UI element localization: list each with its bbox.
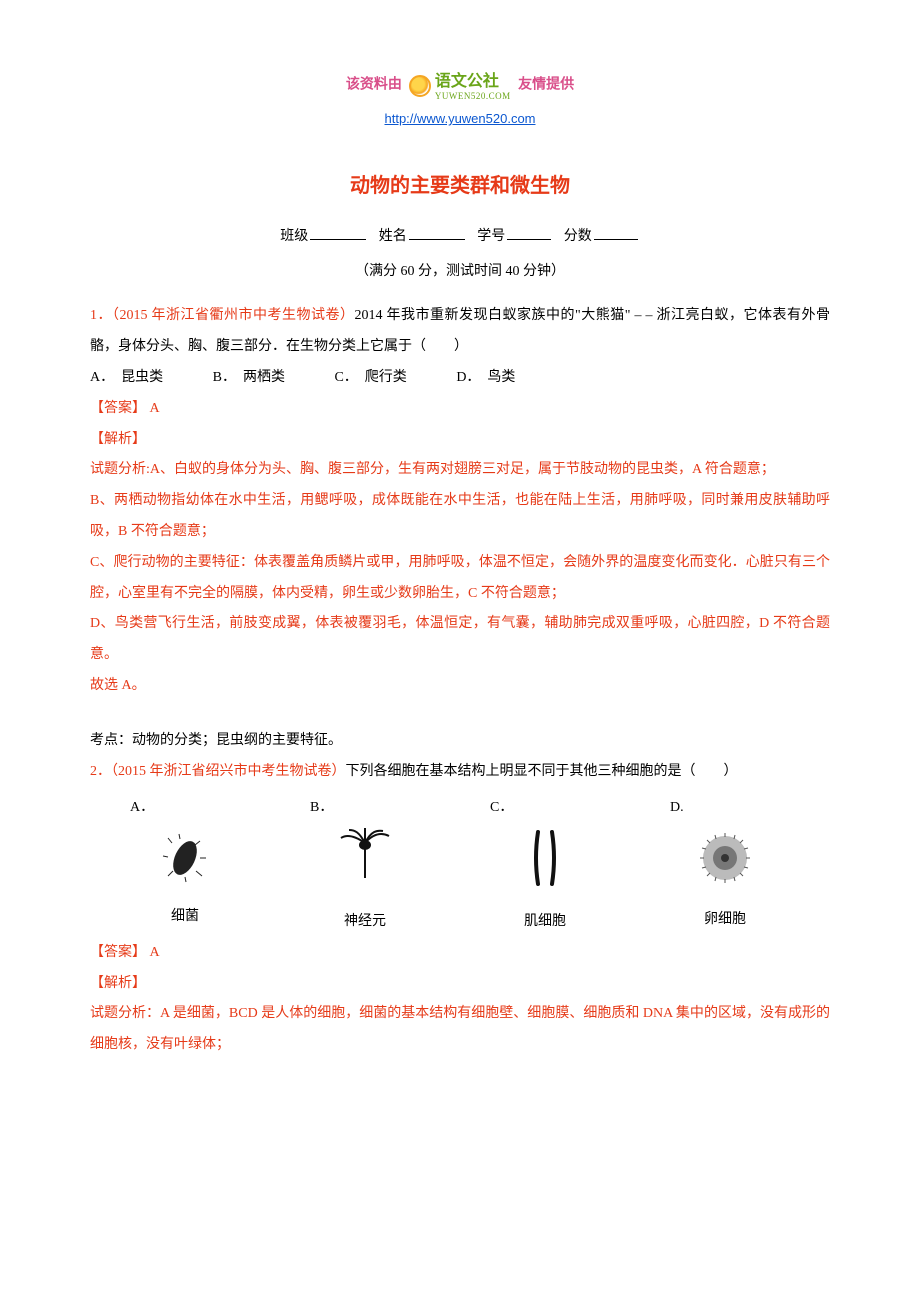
q2-opt-b-label: B． (310, 793, 420, 824)
q1-answer: 【答案】 A (90, 394, 830, 425)
q2-answer: 【答案】 A (90, 938, 830, 969)
header-suffix: 友情提供 (518, 78, 574, 93)
logo-text-cn: 语文公社 (435, 73, 499, 90)
q1-kaodian: 考点：动物的分类；昆虫纲的主要特征。 (90, 726, 830, 757)
document-title: 动物的主要类群和微生物 (90, 164, 830, 208)
q1-option-d: D． 鸟类 (456, 363, 515, 394)
name-label: 姓名 (379, 229, 407, 244)
q1-source: 1．（2015 年浙江省衢州市中考生物试卷） (90, 308, 355, 323)
class-blank (310, 226, 366, 240)
q2-analysis-p1: 试题分析：A 是细菌，BCD 是人体的细胞，细菌的基本结构有细胞壁、细胞膜、细胞… (90, 999, 830, 1061)
logo-text-en: YUWEN520.COM (435, 92, 511, 101)
q2-opt-d-label: D. (670, 793, 780, 824)
q1-analysis-p1: 试题分析:A、白蚁的身体分为头、胸、腹三部分，生有两对翅膀三对足，属于节肢动物的… (90, 455, 830, 486)
logo-text: 语文公社 YUWEN520.COM (435, 70, 511, 101)
q2-opt-a-label: A． (130, 793, 240, 824)
q1-option-a: A． 昆虫类 (90, 363, 163, 394)
q2-source: 2．（2015 年浙江省绍兴市中考生物试卷） (90, 764, 346, 779)
q2-cell-b: B． 神经元 (310, 793, 420, 937)
q2-cap-b: 神经元 (310, 907, 420, 938)
neuron-icon (335, 828, 395, 888)
muscle-cell-icon (515, 828, 575, 888)
header-prefix: 该资料由 (346, 78, 402, 93)
q2-cell-a: A． 细菌 (130, 793, 240, 932)
q1-analysis-p5: 故选 A。 (90, 671, 830, 702)
q2-cap-a: 细菌 (130, 902, 240, 933)
q2-cell-c: C． 肌细胞 (490, 793, 600, 937)
q1-analysis-p4: D、鸟类营飞行生活，前肢变成翼，体表被覆羽毛，体温恒定，有气囊，辅助肺完成双重呼… (90, 609, 830, 671)
score-label: 分数 (564, 229, 592, 244)
id-label: 学号 (477, 229, 505, 244)
source-link[interactable]: http://www.yuwen520.com (384, 111, 535, 126)
q1-analysis-head: 【解析】 (90, 425, 830, 456)
spacer (90, 702, 830, 726)
q1-option-b: B． 两栖类 (213, 363, 285, 394)
q2-cell-d: D. 卵细胞 (670, 793, 780, 935)
egg-cell-icon (695, 828, 755, 888)
q1-analysis-p2: B、两栖动物指幼体在水中生活，用鳃呼吸，成体既能在水中生活，也能在陆上生活，用肺… (90, 486, 830, 548)
bacterium-icon (155, 828, 215, 888)
name-blank (409, 226, 465, 240)
q2-analysis-head: 【解析】 (90, 969, 830, 1000)
q1-analysis-p3: C、爬行动物的主要特征：体表覆盖角质鳞片或甲，用肺呼吸，体温不恒定，会随外界的温… (90, 548, 830, 610)
q2-cap-c: 肌细胞 (490, 907, 600, 938)
q2-cap-d: 卵细胞 (670, 905, 780, 936)
logo-swirl-icon (409, 75, 431, 97)
header-attribution: 该资料由 语文公社 YUWEN520.COM 友情提供 (90, 70, 830, 101)
q2-stem-text: 下列各细胞在基本结构上明显不同于其他三种细胞的是（ ） (346, 764, 738, 779)
exam-info: （满分 60 分，测试时间 40 分钟） (90, 257, 830, 288)
q2-opt-c-label: C． (490, 793, 600, 824)
score-blank (594, 226, 638, 240)
id-blank (507, 226, 551, 240)
q2-stem: 2．（2015 年浙江省绍兴市中考生物试卷）下列各细胞在基本结构上明显不同于其他… (90, 757, 830, 788)
q2-image-row: A． 细菌 B． (130, 793, 830, 937)
q1-stem: 1．（2015 年浙江省衢州市中考生物试卷）2014 年我市重新发现白蚁家族中的… (90, 301, 830, 363)
site-logo: 语文公社 YUWEN520.COM (409, 70, 510, 101)
header-url: http://www.yuwen520.com (90, 105, 830, 136)
student-meta-line: 班级 姓名 学号 分数 (90, 222, 830, 253)
class-label: 班级 (280, 229, 308, 244)
q1-option-c: C． 爬行类 (334, 363, 406, 394)
q1-options: A． 昆虫类 B． 两栖类 C． 爬行类 D． 鸟类 (90, 363, 830, 394)
